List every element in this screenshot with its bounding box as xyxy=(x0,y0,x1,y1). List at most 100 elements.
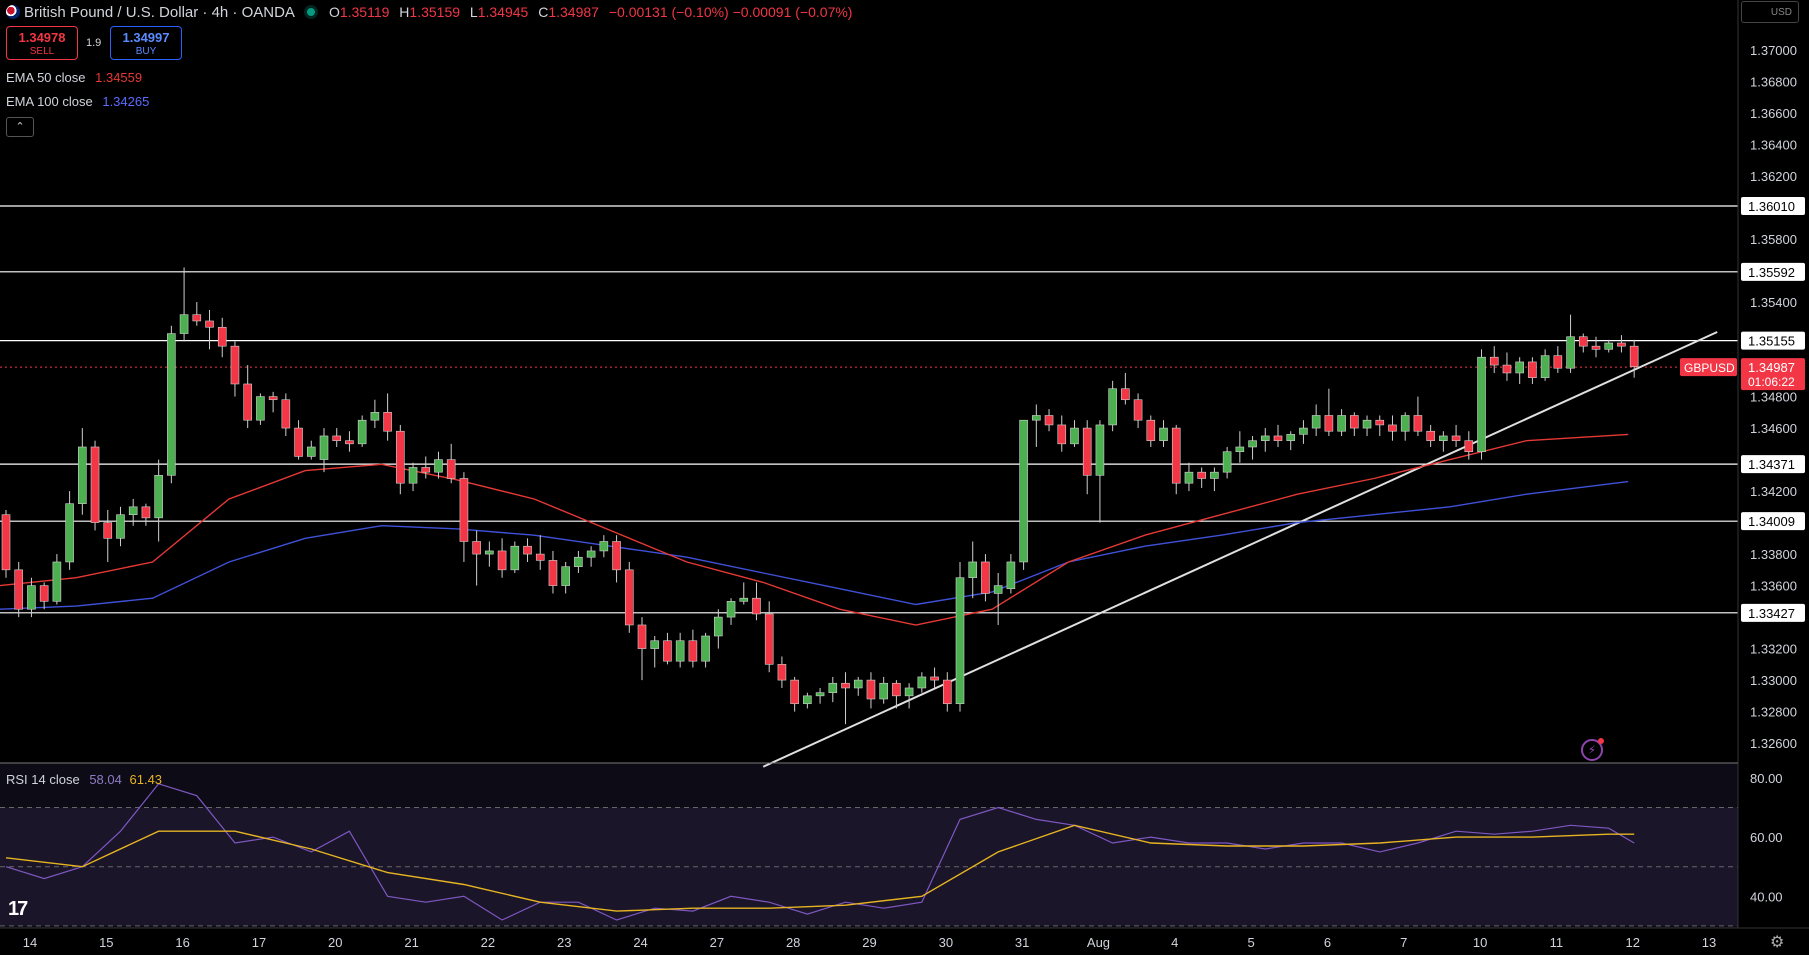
time-tick-label: 17 xyxy=(252,935,266,950)
candle-body xyxy=(1617,342,1626,347)
candle-body xyxy=(319,435,329,460)
candle-body xyxy=(472,541,481,555)
symbol-tag xyxy=(1680,358,1737,377)
candle-body xyxy=(1578,336,1588,347)
candle-body xyxy=(1540,355,1550,378)
candle-body xyxy=(701,635,710,662)
ema50-legend[interactable]: EMA 50 close 1.34559 xyxy=(6,70,143,85)
candle-body xyxy=(637,624,647,649)
rsi-legend[interactable]: RSI 14 close 58.04 61.43 xyxy=(6,772,163,787)
candle-body xyxy=(205,320,214,328)
candle-body xyxy=(1184,471,1194,484)
ohlc-values: O1.35119 H1.35159 L1.34945 C1.34987 −0.0… xyxy=(328,4,853,20)
candle-body xyxy=(217,326,227,347)
ema50-line xyxy=(0,433,1629,626)
candle-body xyxy=(1311,415,1321,429)
candle-body xyxy=(726,601,736,618)
currency-selector[interactable]: USD xyxy=(1741,1,1799,23)
candle-body xyxy=(78,446,87,504)
price-tick-label: 1.33800 xyxy=(1750,547,1797,562)
candle-body xyxy=(942,679,952,705)
candle-body xyxy=(904,687,914,697)
candle-body xyxy=(294,427,303,457)
tradingview-logo[interactable]: 17 xyxy=(8,898,28,920)
candle-body xyxy=(548,560,558,586)
candle-body xyxy=(230,345,240,385)
ema100-legend[interactable]: EMA 100 close 1.34265 xyxy=(6,94,150,109)
candle-body xyxy=(510,545,520,571)
time-tick-label: 15 xyxy=(99,935,113,950)
lightning-icon[interactable]: ⚡ xyxy=(1581,738,1604,761)
candle-body xyxy=(1108,388,1117,426)
candle-body xyxy=(523,545,532,555)
rsi-tick-label: 60.00 xyxy=(1750,830,1783,845)
candle-body xyxy=(892,682,901,697)
level-price-tag xyxy=(1741,196,1805,215)
candle-body xyxy=(663,640,672,662)
level-price-label: 1.36010 xyxy=(1748,199,1795,214)
time-tick-label: 6 xyxy=(1324,935,1331,950)
gear-icon[interactable]: ⚙ xyxy=(1770,934,1785,951)
symbol-header[interactable]: British Pound / U.S. Dollar · 4h · OANDA… xyxy=(6,2,858,22)
candle-body xyxy=(90,446,100,523)
price-tick-label: 1.33000 xyxy=(1750,673,1797,688)
candle-body xyxy=(14,569,24,610)
candle-body xyxy=(1,514,11,571)
candle-body xyxy=(1604,342,1614,350)
candle-body xyxy=(1324,415,1334,432)
buy-button[interactable]: 1.34997 BUY xyxy=(110,26,182,60)
candle-body xyxy=(1146,419,1156,441)
candle-body xyxy=(981,561,990,594)
candle-body xyxy=(688,640,698,662)
candle-body xyxy=(1629,345,1639,367)
candle-body xyxy=(1121,388,1130,401)
candle-body xyxy=(281,399,291,429)
candle-body xyxy=(599,541,609,552)
last-price-label: 1.34987 xyxy=(1748,360,1795,375)
candle-body xyxy=(1566,336,1575,369)
candle-body xyxy=(739,597,749,602)
level-price-tag xyxy=(1741,262,1805,281)
time-tick-label: 22 xyxy=(481,935,495,950)
candle-body xyxy=(853,679,863,689)
candle-body xyxy=(624,569,634,626)
candle-body xyxy=(1477,356,1486,453)
candle-body xyxy=(968,561,978,579)
candle-body xyxy=(1057,424,1067,445)
candle-body xyxy=(1528,361,1537,378)
level-price-tag xyxy=(1741,512,1805,531)
candle-body xyxy=(243,383,252,421)
symbol-tag-label: GBPUSD xyxy=(1684,361,1735,375)
price-tick-label: 1.36200 xyxy=(1750,169,1797,184)
rsi-tick-label: 80.00 xyxy=(1750,771,1783,786)
candle-body xyxy=(561,566,570,586)
time-tick-label: 27 xyxy=(710,935,724,950)
candle-body xyxy=(434,459,443,473)
candle-body xyxy=(752,597,761,615)
candle-body xyxy=(841,682,850,689)
collapse-legend-button[interactable]: ⌃ xyxy=(6,117,34,137)
spread-value: 1.9 xyxy=(86,37,102,49)
price-tick-label: 1.34200 xyxy=(1750,484,1797,499)
candle-body xyxy=(1451,435,1461,441)
candle-body xyxy=(1273,435,1283,441)
candle-body xyxy=(1260,435,1270,441)
price-tick-label: 1.33600 xyxy=(1750,579,1797,594)
candle-body xyxy=(179,314,189,334)
candle-body xyxy=(1413,415,1423,432)
time-tick-label: 5 xyxy=(1248,935,1255,950)
candle-body xyxy=(866,679,876,700)
time-tick-label: 29 xyxy=(862,935,876,950)
sell-price: 1.34978 xyxy=(18,30,66,45)
candle-body xyxy=(790,679,799,705)
price-tick-label: 1.34600 xyxy=(1750,421,1797,436)
candle-body xyxy=(1337,415,1346,432)
rsi-ma-line xyxy=(5,824,1635,912)
candle-body xyxy=(103,522,113,539)
time-tick-label: 28 xyxy=(786,935,800,950)
time-tick-label: 10 xyxy=(1473,935,1487,950)
candle-body xyxy=(370,412,380,421)
sell-button[interactable]: 1.34978 SELL xyxy=(6,26,78,60)
gbp-usd-flag-icon xyxy=(6,5,20,19)
